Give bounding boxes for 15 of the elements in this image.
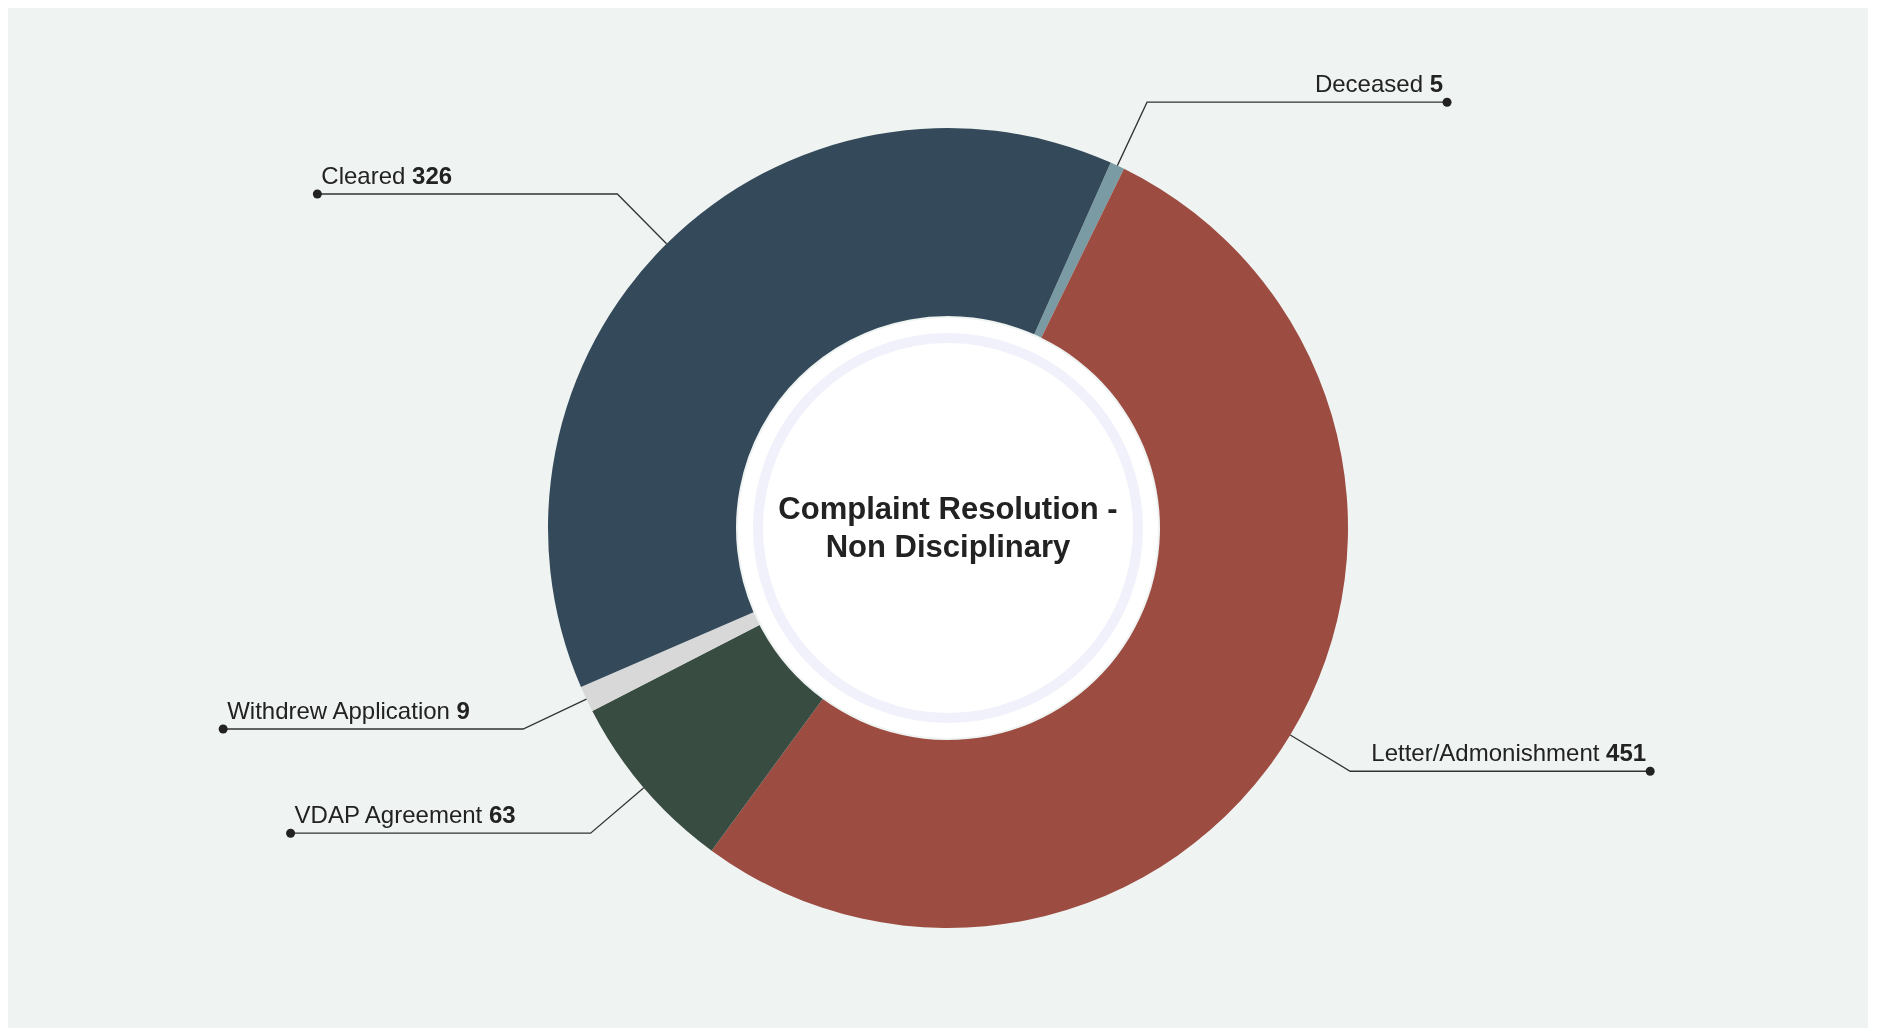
data-label: 5 [1423,70,1444,98]
data-label: 326 [405,161,453,189]
data-label: 451 [1599,739,1647,767]
donut-slice [580,612,760,711]
data-label: 9 [449,697,470,725]
slice-label: Cleared [321,161,406,189]
donut-slice [592,624,823,851]
text: Complaint Resolution - Non Disciplinary [778,491,1118,564]
slice-label: Letter/Admonishment [1371,739,1600,767]
slice-label: VDAP Agreement [294,801,483,829]
donut-slice [711,168,1348,928]
slice-label: Deceased [1314,70,1424,98]
data-label: 63 [482,801,516,829]
donut-slice [1034,162,1125,338]
slice-label: Withdrew Application [227,697,450,725]
